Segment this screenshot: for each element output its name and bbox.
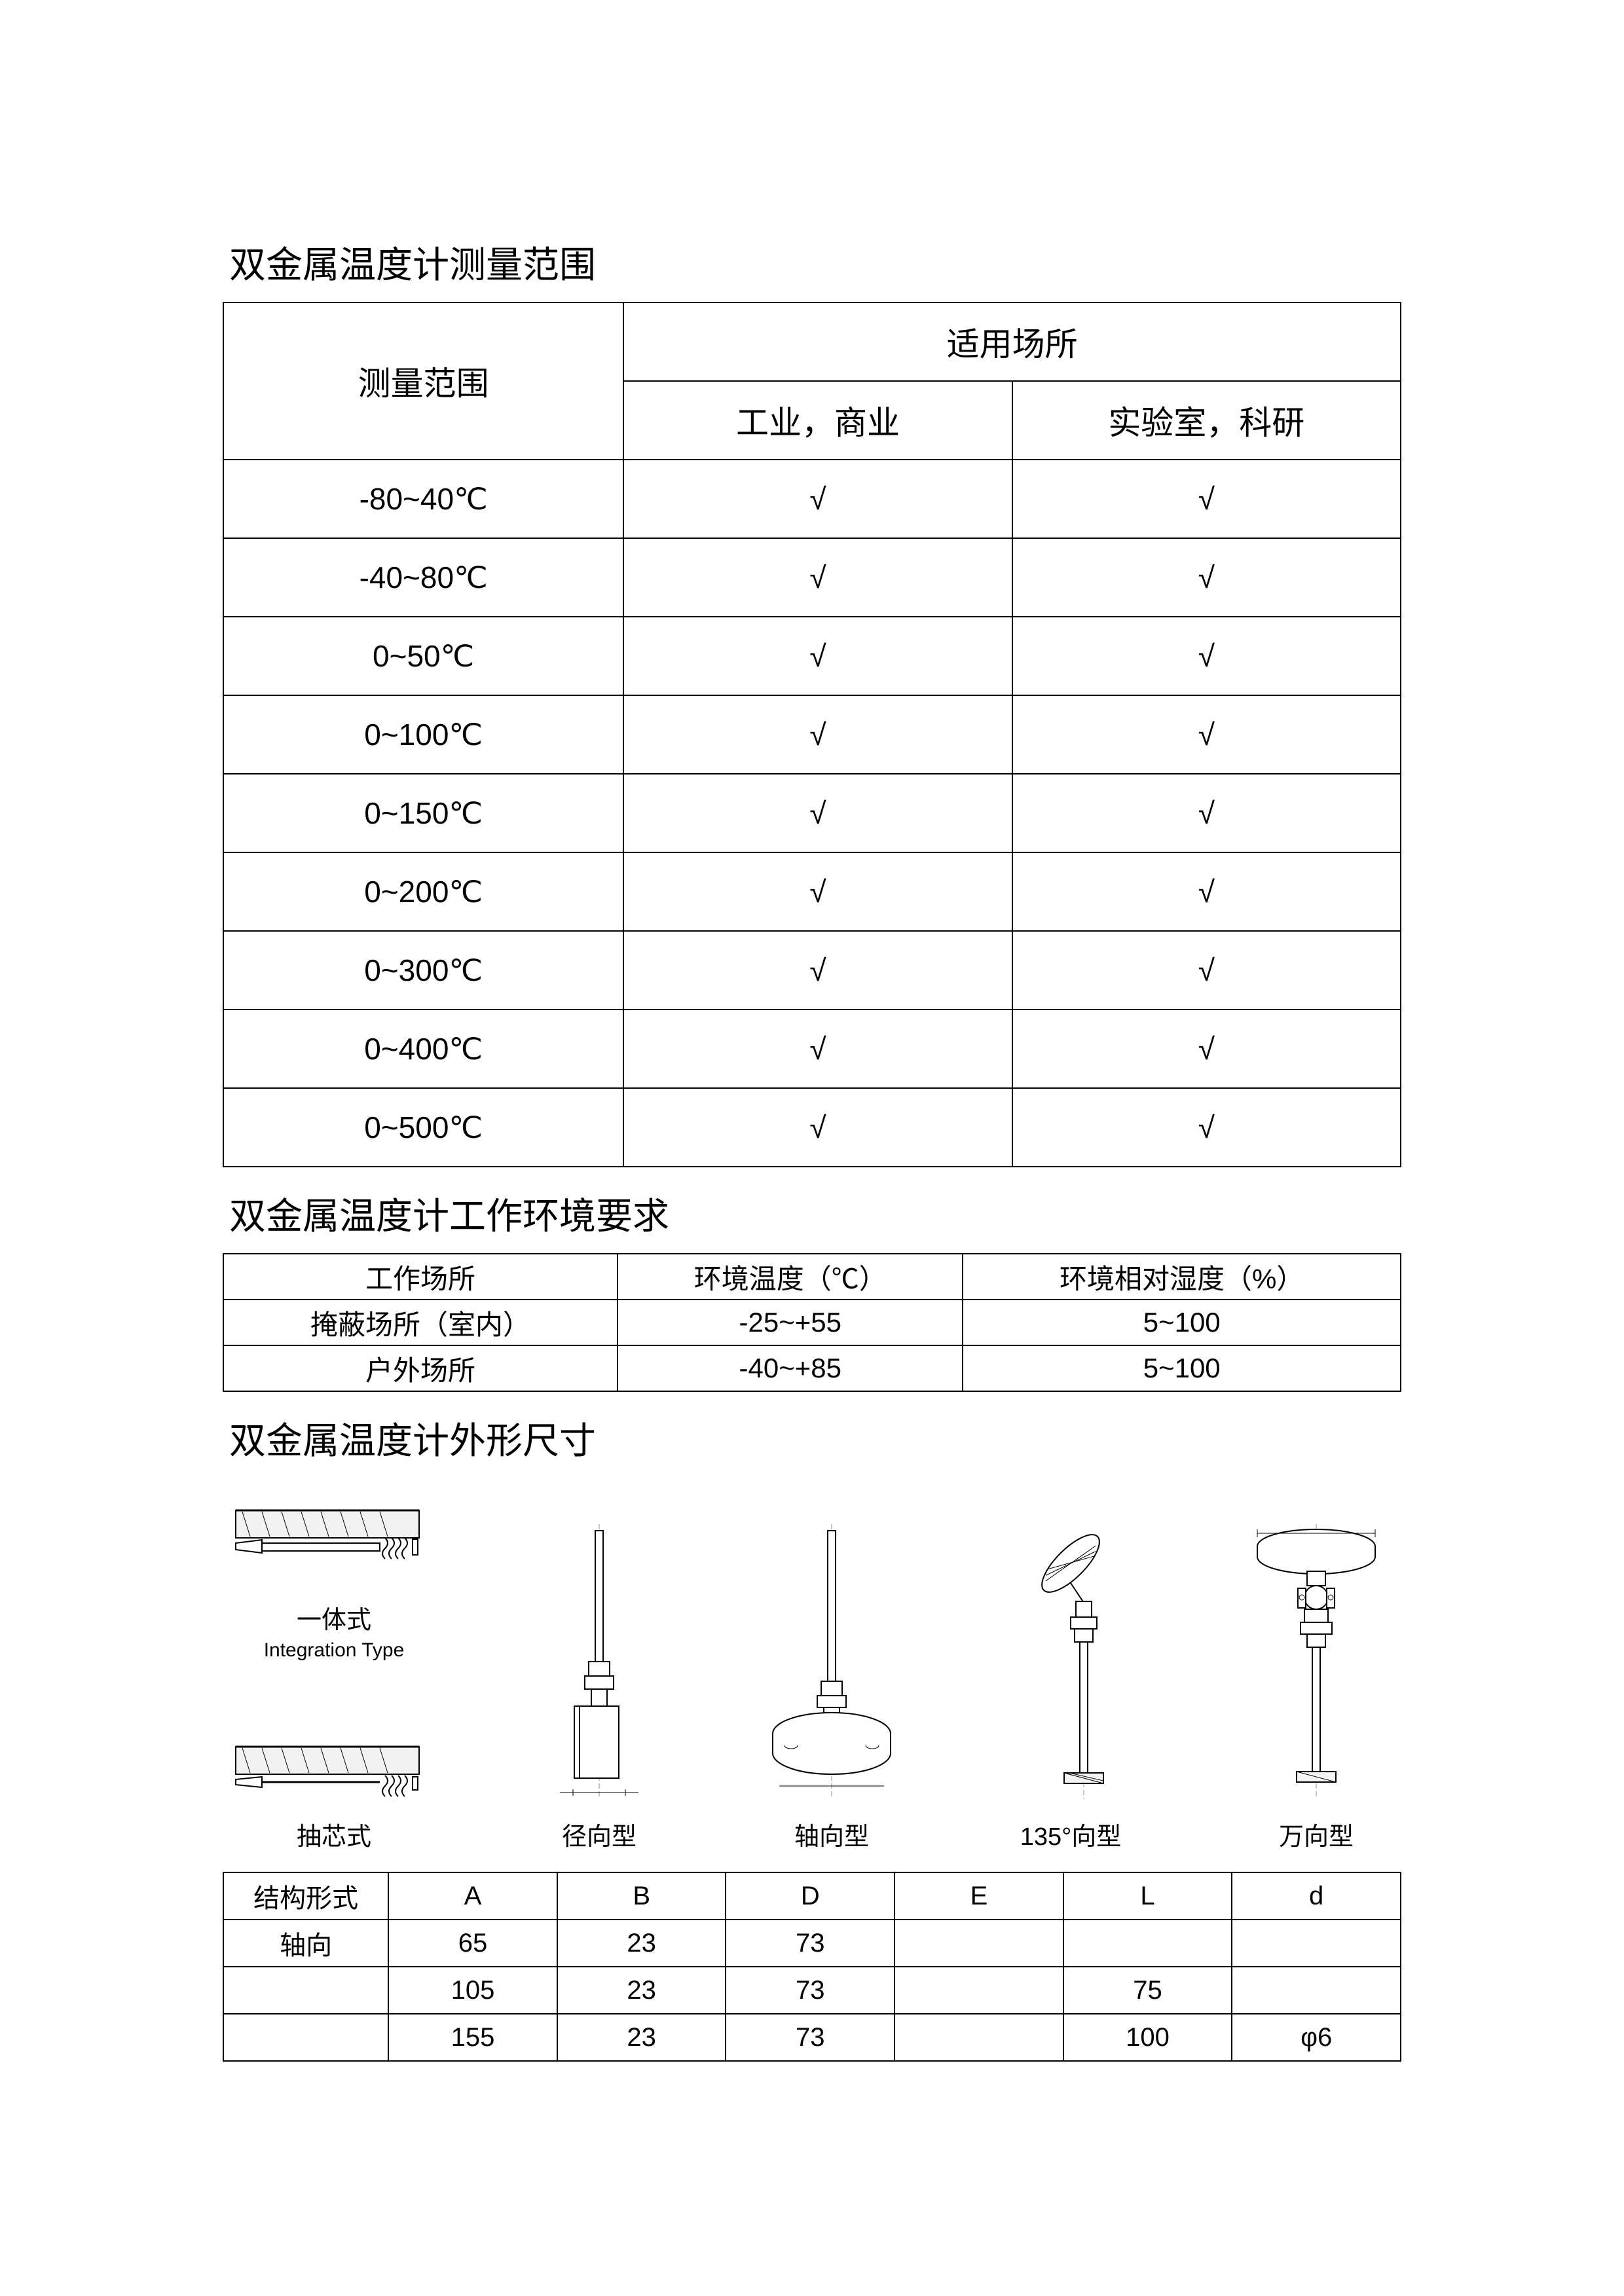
td-env: 户外场所 (223, 1345, 618, 1391)
diagrams-row: 一体式 Integration Type (223, 1497, 1401, 1852)
td-range: 0~100℃ (223, 695, 623, 774)
angle135-svg (999, 1518, 1143, 1806)
td-dim: 23 (557, 1967, 726, 2014)
td-c2: √ (1012, 695, 1401, 774)
th-dim: B (557, 1872, 726, 1920)
td-dim (223, 1967, 388, 2014)
td-c2: √ (1012, 460, 1401, 538)
td-env: 掩蔽场所（室内） (223, 1300, 618, 1345)
td-dim: 155 (388, 2014, 557, 2061)
td-range: 0~50℃ (223, 617, 623, 695)
td-range: 0~300℃ (223, 931, 623, 1010)
td-c2: √ (1012, 617, 1401, 695)
radial-diagram: 径向型 (534, 1518, 665, 1852)
drawcore-diagram: 抽芯式 (223, 1740, 445, 1852)
section2-title: 双金属温度计工作环境要求 (223, 1187, 1401, 1240)
td-dim (895, 1920, 1063, 1967)
td-dim: 23 (557, 2014, 726, 2061)
td-dim: 73 (726, 1920, 895, 1967)
td-c2: √ (1012, 774, 1401, 852)
td-env: -40~+85 (618, 1345, 963, 1391)
td-c1: √ (623, 538, 1012, 617)
radial-svg (534, 1518, 665, 1806)
td-dim (223, 2014, 388, 2061)
td-range: 0~500℃ (223, 1088, 623, 1167)
td-env: -25~+55 (618, 1300, 963, 1345)
td-env: 5~100 (963, 1300, 1401, 1345)
integration-block: 一体式 Integration Type (223, 1497, 445, 1852)
td-c1: √ (623, 1088, 1012, 1167)
td-dim (1063, 1920, 1232, 1967)
th-dim: L (1063, 1872, 1232, 1920)
axial-diagram: 轴向型 (753, 1518, 910, 1852)
td-c2: √ (1012, 1088, 1401, 1167)
td-dim: 105 (388, 1967, 557, 2014)
universal-svg (1231, 1518, 1401, 1806)
universal-diagram: 万向型 (1231, 1518, 1401, 1852)
th-lab: 实验室，科研 (1012, 381, 1401, 460)
range-table: 测量范围 适用场所 工业，商业 实验室，科研 -80~40℃√√-40~80℃√… (223, 302, 1401, 1167)
td-c2: √ (1012, 852, 1401, 931)
td-range: 0~200℃ (223, 852, 623, 931)
td-dim (1232, 1967, 1401, 2014)
td-dim: 73 (726, 2014, 895, 2061)
radial-label: 径向型 (562, 1816, 637, 1852)
td-range: 0~150℃ (223, 774, 623, 852)
axial-svg (753, 1518, 910, 1806)
td-dim (895, 2014, 1063, 2061)
th-dim: 结构形式 (223, 1872, 388, 1920)
angle135-diagram: 135°向型 (999, 1518, 1143, 1852)
td-c2: √ (1012, 538, 1401, 617)
drawcore-svg (223, 1740, 445, 1806)
td-dim: φ6 (1232, 2014, 1401, 2061)
th-dim: d (1232, 1872, 1401, 1920)
td-c1: √ (623, 1010, 1012, 1088)
env-table: 工作场所环境温度（℃）环境相对湿度（%） 掩蔽场所（室内）-25~+555~10… (223, 1253, 1401, 1392)
angle135-label: 135°向型 (1020, 1816, 1122, 1852)
td-c1: √ (623, 617, 1012, 695)
td-range: -40~80℃ (223, 538, 623, 617)
td-dim: 73 (726, 1967, 895, 2014)
th-range: 测量范围 (223, 302, 623, 460)
th-dim: A (388, 1872, 557, 1920)
th-dim: D (726, 1872, 895, 1920)
td-dim: 75 (1063, 1967, 1232, 2014)
td-c1: √ (623, 695, 1012, 774)
section3-title: 双金属温度计外形尺寸 (223, 1412, 1401, 1465)
dimension-table: 结构形式ABDELd 轴向652373 1052373 75 1552373 100φ6 (223, 1872, 1401, 2062)
td-dim: 65 (388, 1920, 557, 1967)
th-env: 工作场所 (223, 1254, 618, 1300)
td-c1: √ (623, 852, 1012, 931)
section1-title: 双金属温度计测量范围 (223, 236, 1401, 289)
td-dim (895, 1967, 1063, 2014)
integration-label: 一体式 (297, 1599, 371, 1635)
td-c2: √ (1012, 1010, 1401, 1088)
axial-label: 轴向型 (794, 1816, 869, 1852)
td-env: 5~100 (963, 1345, 1401, 1391)
td-range: -80~40℃ (223, 460, 623, 538)
th-industrial: 工业，商业 (623, 381, 1012, 460)
drawcore-label: 抽芯式 (297, 1816, 371, 1852)
td-dim: 轴向 (223, 1920, 388, 1967)
th-application: 适用场所 (623, 302, 1401, 381)
td-c1: √ (623, 774, 1012, 852)
integration-diagram: 一体式 Integration Type (223, 1497, 445, 1662)
integration-sublabel: Integration Type (264, 1639, 405, 1662)
td-dim: 23 (557, 1920, 726, 1967)
td-dim (1232, 1920, 1401, 1967)
td-range: 0~400℃ (223, 1010, 623, 1088)
td-c1: √ (623, 931, 1012, 1010)
th-env: 环境相对湿度（%） (963, 1254, 1401, 1300)
th-dim: E (895, 1872, 1063, 1920)
td-dim: 100 (1063, 2014, 1232, 2061)
integration-svg (223, 1497, 445, 1589)
th-env: 环境温度（℃） (618, 1254, 963, 1300)
td-c2: √ (1012, 931, 1401, 1010)
td-c1: √ (623, 460, 1012, 538)
universal-label: 万向型 (1279, 1816, 1354, 1852)
